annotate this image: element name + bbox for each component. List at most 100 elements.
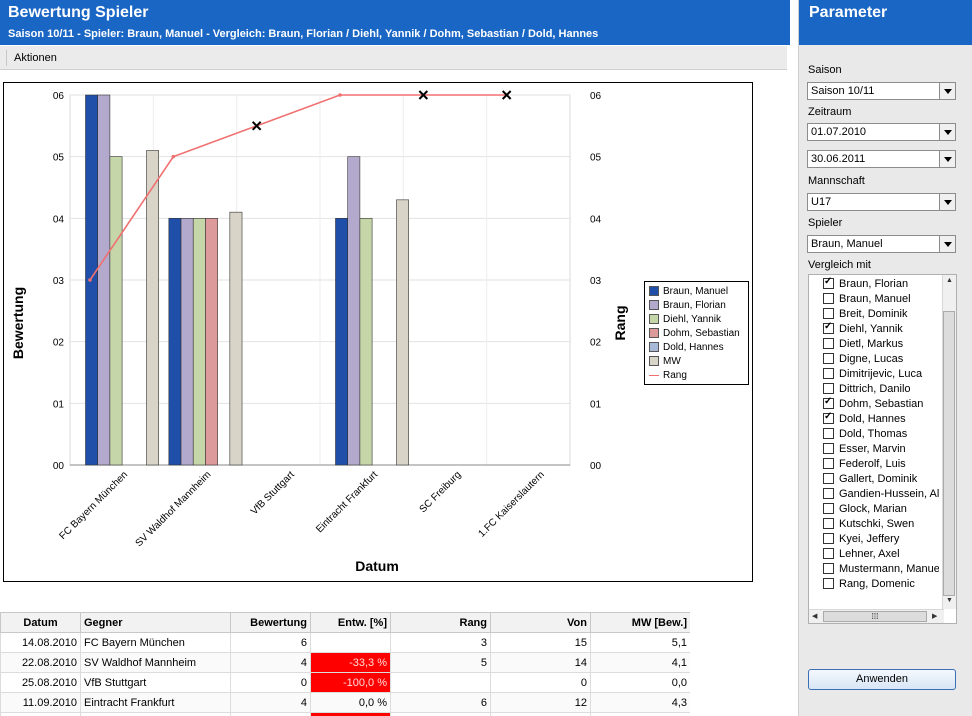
bar-braun-manuel [335, 218, 348, 466]
compare-list-item[interactable]: Braun, Manuel [823, 291, 939, 306]
horizontal-scrollbar[interactable]: ◀ ⁞⁞⁞ ▶ [809, 609, 944, 623]
column-header[interactable]: Entw. [%] [310, 612, 391, 633]
season-select[interactable]: Saison 10/11 [807, 82, 956, 100]
compare-list-item[interactable]: Dold, Hannes [823, 411, 939, 426]
table-row[interactable]: 25.08.2010 VfB Stuttgart 0 -100,0 % 0 0,0 [0, 672, 690, 693]
bar-diehl-yannik [192, 218, 206, 466]
checkbox-unchecked[interactable] [823, 548, 834, 559]
column-header[interactable]: MW [Bew.] [590, 612, 690, 633]
table-body: 14.08.2010 FC Bayern München 6 3 15 5,1 22.08.… [0, 632, 690, 716]
table-cell [310, 632, 391, 653]
table-row[interactable] [0, 712, 690, 716]
scroll-down-icon[interactable]: ▼ [946, 597, 953, 604]
compare-list-item[interactable]: Lehner, Axel [823, 546, 939, 561]
y2-tick-label: 03 [590, 276, 602, 287]
compare-list-item[interactable]: Braun, Florian [823, 276, 939, 291]
compare-player-list[interactable]: ▲ ▼ ◀ ⁞⁞⁞ ▶ Braun, Florian Braun, Manuel B… [808, 274, 957, 624]
table-cell [490, 712, 591, 716]
date-to-picker[interactable]: 30.06.2011 [807, 150, 956, 168]
checkbox-unchecked[interactable] [823, 353, 834, 364]
compare-list-item[interactable]: Federolf, Luis [823, 456, 939, 471]
checkbox-unchecked[interactable] [823, 563, 834, 574]
compare-list-item[interactable]: Dold, Thomas [823, 426, 939, 441]
compare-list-item[interactable]: Dittrich, Danilo [823, 381, 939, 396]
compare-list-item[interactable]: Kutschki, Swen [823, 516, 939, 531]
checkbox-unchecked[interactable] [823, 473, 834, 484]
player-select[interactable]: Braun, Manuel [807, 235, 956, 253]
chevron-down-icon[interactable] [939, 83, 955, 99]
chevron-down-icon[interactable] [939, 236, 955, 252]
compare-list-item[interactable]: Digne, Lucas [823, 351, 939, 366]
actions-menu-button[interactable]: Aktionen [14, 52, 57, 64]
compare-list-item[interactable]: Kyei, Jeffery [823, 531, 939, 546]
table-cell: 0 [490, 672, 591, 693]
checkbox-unchecked[interactable] [823, 443, 834, 454]
checkbox-checked[interactable] [823, 321, 834, 334]
table-row[interactable]: 11.09.2010 Eintracht Frankfurt 4 0,0 % 6 12 4,… [0, 692, 690, 713]
checkbox-unchecked[interactable] [823, 308, 834, 319]
legend-item: MW [649, 354, 744, 368]
column-header[interactable]: Rang [390, 612, 491, 633]
scroll-right-icon[interactable]: ▶ [932, 613, 938, 620]
checkbox-unchecked[interactable] [823, 383, 834, 394]
legend-swatch [649, 328, 659, 338]
compare-list-item[interactable]: Breit, Dominik [823, 306, 939, 321]
checkbox-unchecked[interactable] [823, 368, 834, 379]
apply-button[interactable]: Anwenden [808, 669, 956, 690]
checkbox-unchecked[interactable] [823, 578, 834, 589]
checkbox-unchecked[interactable] [823, 293, 834, 304]
compare-list-item[interactable]: Dohm, Sebastian [823, 396, 939, 411]
table-row[interactable]: 14.08.2010 FC Bayern München 6 3 15 5,1 [0, 632, 690, 653]
date-from-picker[interactable]: 01.07.2010 [807, 123, 956, 141]
compare-list-item[interactable]: Rang, Domenic [823, 576, 939, 591]
bar-diehl-yannik [109, 156, 123, 466]
column-header[interactable]: Gegner [80, 612, 231, 633]
checkbox-checked[interactable] [823, 396, 834, 409]
vertical-scrollbar[interactable]: ▲ ▼ [942, 275, 956, 609]
checkbox-unchecked[interactable] [823, 488, 834, 499]
scroll-left-icon[interactable]: ◀ [812, 613, 818, 620]
bar-mw [396, 199, 409, 466]
compare-list-item[interactable]: Dimitrijevic, Luca [823, 366, 939, 381]
checkbox-unchecked[interactable] [823, 338, 834, 349]
column-header[interactable]: Bewertung [230, 612, 311, 633]
table-cell: 0,0 % [310, 692, 391, 713]
table-row[interactable]: 22.08.2010 SV Waldhof Mannheim 4 -33,3 % 5 14… [0, 652, 690, 673]
checkbox-checked[interactable] [823, 411, 834, 424]
rang-marker-stroke [251, 121, 262, 131]
parameter-title: Parameter [809, 4, 888, 21]
compare-list-item[interactable]: Gallert, Dominik [823, 471, 939, 486]
checkbox-checked[interactable] [823, 276, 834, 289]
horizontal-scroll-thumb[interactable]: ⁞⁞⁞ [823, 611, 927, 622]
vertical-scroll-thumb[interactable] [943, 311, 955, 596]
compare-list-item[interactable]: Glock, Marian [823, 501, 939, 516]
chevron-down-icon[interactable] [939, 151, 955, 167]
rang-point [171, 154, 176, 159]
scroll-up-icon[interactable]: ▲ [946, 277, 953, 284]
checkbox-unchecked[interactable] [823, 458, 834, 469]
checkbox-unchecked[interactable] [823, 533, 834, 544]
chevron-down-icon[interactable] [939, 194, 955, 210]
table-cell: 0,0 [590, 672, 690, 693]
column-header[interactable]: Von [490, 612, 591, 633]
compare-list-item[interactable]: Mustermann, Manuel [823, 561, 939, 576]
rang-marker-stroke [418, 90, 429, 100]
table-cell: 15 [490, 632, 591, 653]
team-select[interactable]: U17 [807, 193, 956, 211]
compare-list-item[interactable]: Gandien-Hussein, Al [823, 486, 939, 501]
date-to-value: 30.06.2011 [811, 153, 866, 165]
chevron-down-icon[interactable] [939, 124, 955, 140]
compare-list-item[interactable]: Dietl, Markus [823, 336, 939, 351]
legend-item: Braun, Manuel [649, 284, 744, 298]
column-header[interactable]: Datum [0, 612, 81, 633]
parameter-header: Parameter [799, 0, 972, 45]
checkbox-unchecked[interactable] [823, 503, 834, 514]
table-cell: 6 [390, 692, 491, 713]
compare-list-item[interactable]: Diehl, Yannik [823, 321, 939, 336]
chart-legend: Braun, Manuel Braun, Florian Diehl, Yannik… [644, 281, 749, 385]
checkbox-unchecked[interactable] [823, 518, 834, 529]
page-subtitle: Saison 10/11 - Spieler: Braun, Manuel - … [8, 28, 599, 40]
compare-list-item[interactable]: Esser, Marvin [823, 441, 939, 456]
legend-item: Diehl, Yannik [649, 312, 744, 326]
checkbox-unchecked[interactable] [823, 428, 834, 439]
